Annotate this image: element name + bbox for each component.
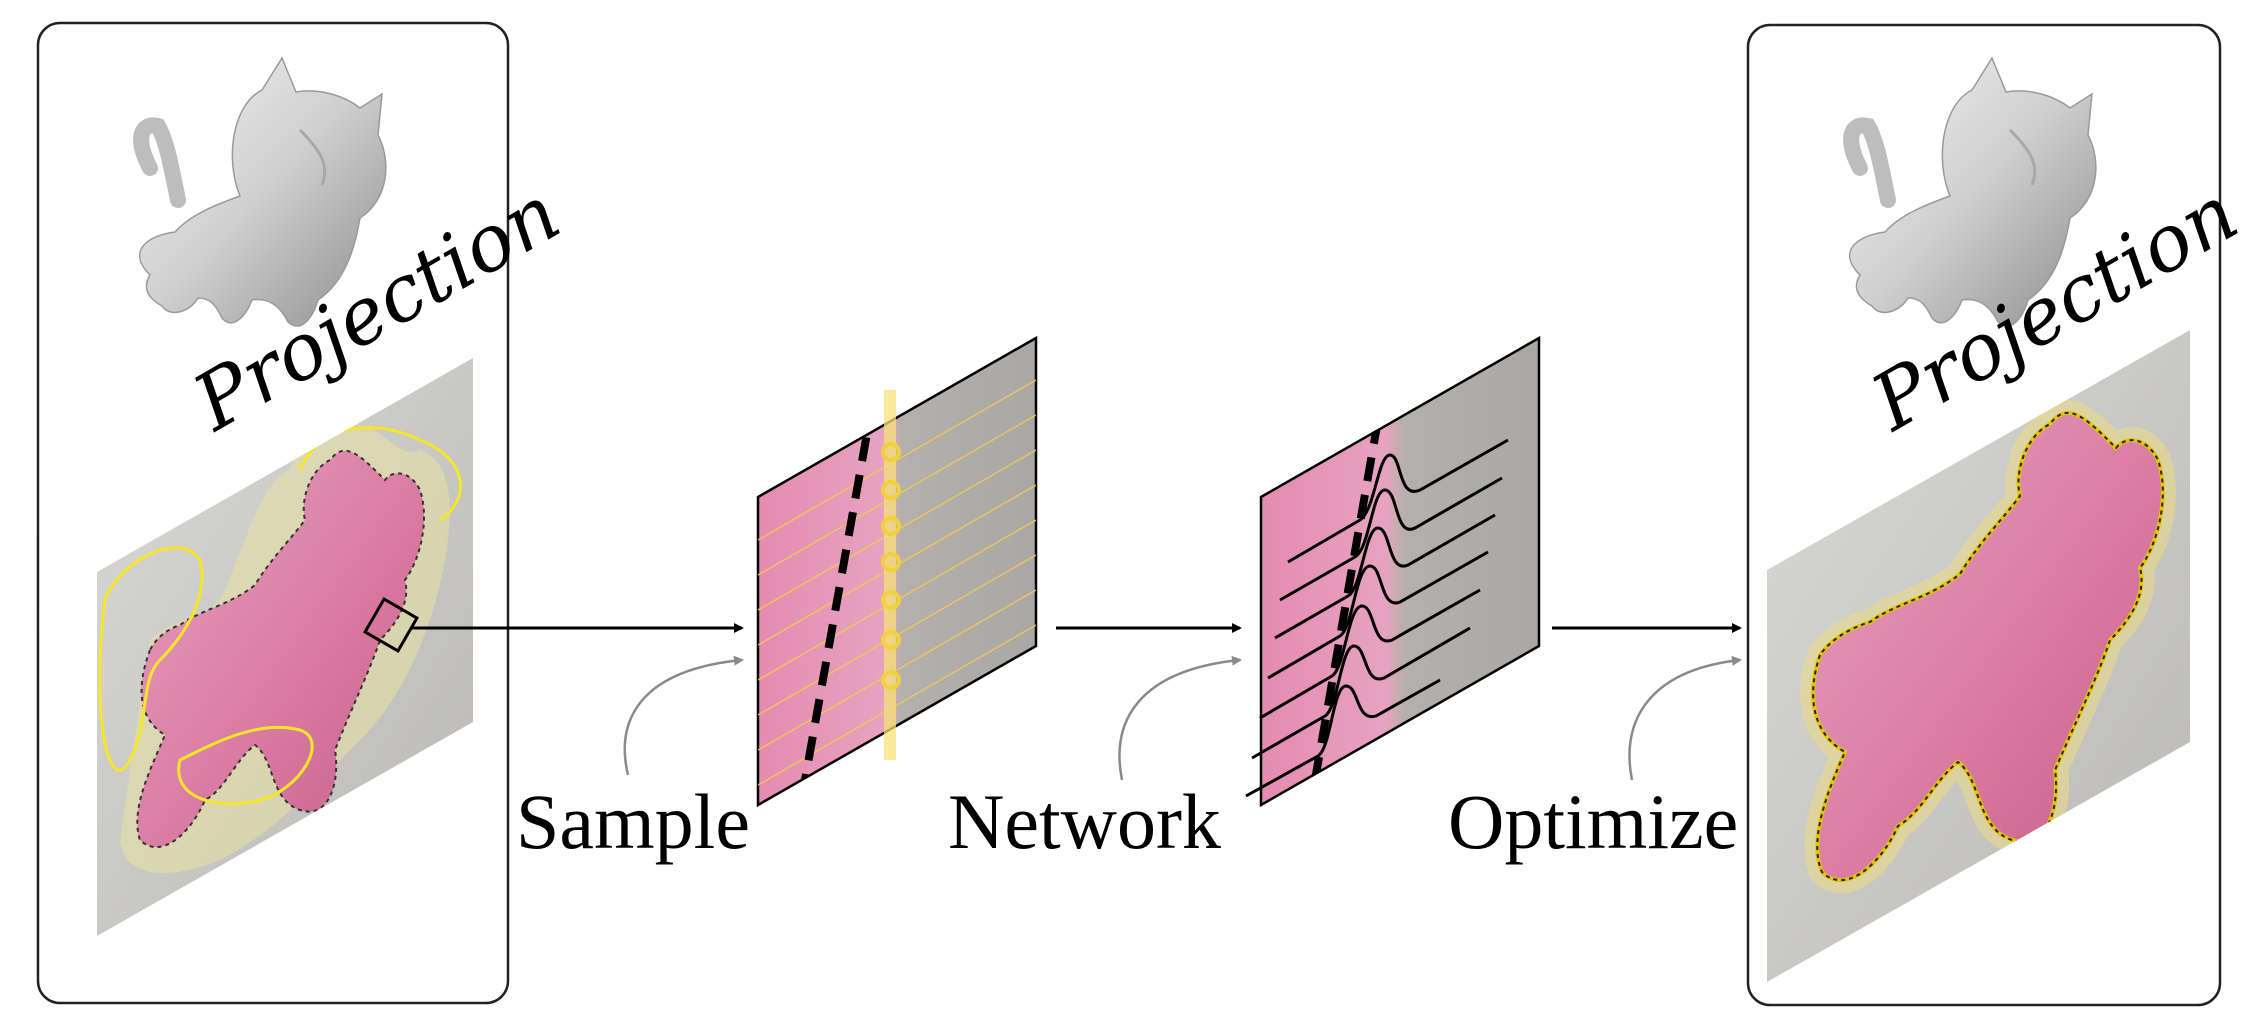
left-photo [97, 358, 473, 936]
kitty-model-right [1843, 56, 2097, 327]
optimize-curve-arrow [1628, 655, 1742, 781]
kitty-model-left [133, 56, 387, 327]
network-curve-arrow [1118, 655, 1242, 781]
sample-patch [756, 335, 1038, 808]
network-label: Network [948, 778, 1221, 865]
optimize-label: Optimize [1448, 778, 1738, 865]
sample-curve-arrow [623, 655, 744, 776]
sample-region-box [362, 596, 420, 654]
sample-label: Sample [516, 778, 750, 865]
left-panel-frame [36, 21, 510, 1005]
right-photo [1767, 330, 2190, 982]
right-panel-frame [1746, 23, 2222, 1007]
left-panel: Projection [36, 21, 575, 1005]
right-panel: Projection [1746, 23, 2253, 1007]
network-patch [1245, 335, 1541, 808]
